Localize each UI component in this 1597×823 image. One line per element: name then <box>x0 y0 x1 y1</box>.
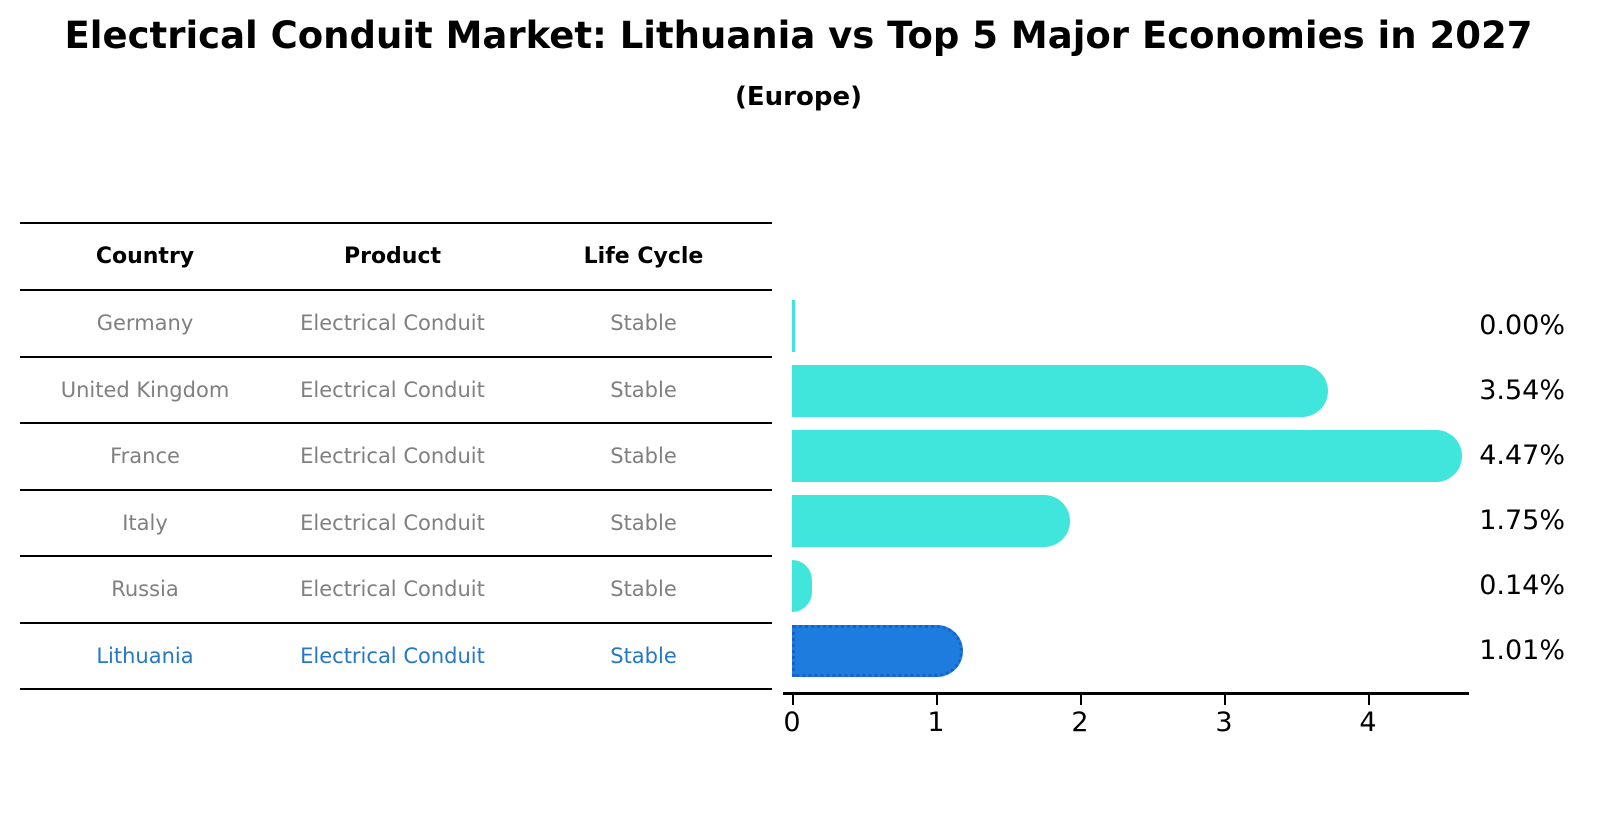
product-cell: Electrical Conduit <box>300 577 485 602</box>
table-header-row: Country Product Life Cycle <box>20 224 772 291</box>
bar-value-label: 1.75% <box>1479 505 1565 536</box>
chart-title: Electrical Conduit Market: Lithuania vs … <box>64 14 1533 57</box>
country-cell: United Kingdom <box>60 377 230 402</box>
bar-chart-plot-area <box>792 293 1492 683</box>
country-table: Country Product Life Cycle Germany Elect… <box>20 222 772 690</box>
product-cell: Electrical Conduit <box>300 643 485 668</box>
bar-value-label: 0.14% <box>1479 570 1565 601</box>
bar-value-label: 0.00% <box>1479 310 1565 341</box>
x-axis-tick-label: 2 <box>1071 707 1089 738</box>
country-cell: Russia <box>111 577 179 602</box>
life-cycle-cell: Stable <box>610 577 677 602</box>
country-cell: Italy <box>122 510 168 535</box>
bar-row <box>792 358 1492 423</box>
bar-value-label: 4.47% <box>1479 440 1565 471</box>
bar-value-label: 3.54% <box>1479 375 1565 406</box>
bar-france <box>792 429 1462 482</box>
life-cycle-cell: Stable <box>610 311 677 336</box>
table-row: Italy Electrical Conduit Stable <box>20 491 772 557</box>
bar-row <box>792 553 1492 618</box>
column-header-product: Product <box>343 244 442 269</box>
column-header-country: Country <box>95 244 195 269</box>
x-axis-tick-label: 1 <box>927 707 945 738</box>
bar-row <box>792 293 1492 358</box>
life-cycle-cell: Stable <box>610 510 677 535</box>
bar-row <box>792 423 1492 488</box>
country-cell: France <box>110 444 180 469</box>
table-row: Germany Electrical Conduit Stable <box>20 291 772 358</box>
bar-germany <box>792 299 795 352</box>
table-row: United Kingdom Electrical Conduit Stable <box>20 358 772 424</box>
x-axis-tick <box>1224 692 1226 705</box>
value-label-column: 0.00% 3.54% 4.47% 1.75% 0.14% 1.01% <box>1380 293 1565 683</box>
product-cell: Electrical Conduit <box>300 311 485 336</box>
country-cell: Lithuania <box>96 643 194 668</box>
bar-italy <box>792 494 1070 547</box>
column-header-life-cycle: Life Cycle <box>583 244 704 269</box>
table-row: Russia Electrical Conduit Stable <box>20 557 772 624</box>
x-axis-tick <box>1080 692 1082 705</box>
table-row: France Electrical Conduit Stable <box>20 424 772 491</box>
x-axis-tick <box>1368 692 1370 705</box>
bar-row <box>792 618 1492 683</box>
table-body: Germany Electrical Conduit Stable United… <box>20 291 772 690</box>
bar-row <box>792 488 1492 553</box>
x-axis-tick <box>936 692 938 705</box>
product-cell: Electrical Conduit <box>300 444 485 469</box>
table-row: Lithuania Electrical Conduit Stable <box>20 624 772 690</box>
x-axis-tick-label: 0 <box>783 707 801 738</box>
bar-value-label: 1.01% <box>1479 635 1565 666</box>
bar-lithuania-highlight <box>792 624 964 677</box>
x-axis-tick <box>792 692 794 705</box>
bar-united-kingdom <box>792 364 1328 417</box>
country-cell: Germany <box>96 311 194 336</box>
product-cell: Electrical Conduit <box>300 510 485 535</box>
chart-subtitle: (Europe) <box>735 82 862 112</box>
x-axis-line <box>783 692 1469 695</box>
bar-russia <box>792 559 813 612</box>
life-cycle-cell: Stable <box>610 643 677 668</box>
x-axis-tick-label: 3 <box>1215 707 1233 738</box>
life-cycle-cell: Stable <box>610 377 677 402</box>
product-cell: Electrical Conduit <box>300 377 485 402</box>
life-cycle-cell: Stable <box>610 444 677 469</box>
x-axis-tick-label: 4 <box>1359 707 1377 738</box>
